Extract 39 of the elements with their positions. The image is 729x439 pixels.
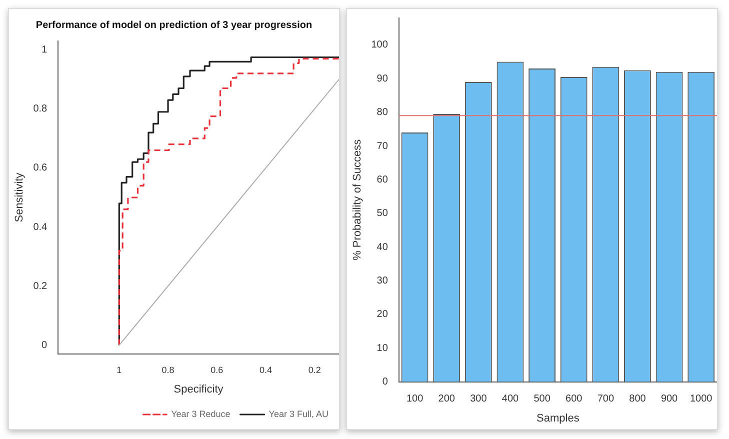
y-tick-label: 0.8 <box>33 104 48 115</box>
y-tick-label: 0.4 <box>33 222 48 233</box>
chart-title: Performance of model on prediction of 3 year progression <box>36 20 312 31</box>
x-tick-label: 100 <box>406 394 424 405</box>
x-tick-label: 0.6 <box>210 364 224 375</box>
y-tick-label: 40 <box>376 242 388 253</box>
y-tick-label: 1 <box>42 44 48 56</box>
y-tick-label: 10 <box>376 342 388 354</box>
x-tick-label: 0.8 <box>162 364 174 375</box>
x-tick-label: 700 <box>597 394 614 405</box>
y-tick-label: 60 <box>376 174 388 186</box>
x-tick-label: 900 <box>660 394 678 405</box>
x-tick-label: 800 <box>629 394 646 405</box>
y-tick-label: 0.6 <box>33 162 48 174</box>
y-tick-label: 30 <box>376 275 388 286</box>
x-tick-label: 1000 <box>690 394 713 405</box>
x-tick-label: 0.4 <box>259 364 272 375</box>
x-tick-label: 600 <box>566 394 583 405</box>
y-tick-label: 90 <box>376 73 388 84</box>
y-axis-title: % Probability of Success <box>352 138 364 260</box>
y-tick-label: 0 <box>42 340 48 351</box>
x-axis-title: Specificity <box>174 383 224 396</box>
x-tick-label: 0.2 <box>308 364 321 375</box>
x-tick-label: 500 <box>534 394 551 405</box>
y-tick-label: 100 <box>371 40 388 51</box>
y-tick-label: 0 <box>382 376 388 388</box>
x-tick-label: 200 <box>438 394 456 405</box>
x-tick-label: 400 <box>502 394 520 405</box>
y-tick-label: 70 <box>376 140 388 152</box>
y-tick-label: 80 <box>376 107 388 118</box>
y-tick-label: 50 <box>376 208 388 220</box>
x-tick-label: 300 <box>470 394 488 405</box>
y-tick-label: 0.2 <box>33 280 48 292</box>
x-tick-label: 1 <box>116 364 122 375</box>
x-axis-title: Samples <box>536 412 580 424</box>
legend-label: Year 3 Reduce <box>171 408 230 419</box>
y-axis-title: Sensitivity <box>14 172 26 222</box>
y-tick-label: 20 <box>376 309 388 320</box>
legend-label: Year 3 Full, AU <box>268 408 329 419</box>
